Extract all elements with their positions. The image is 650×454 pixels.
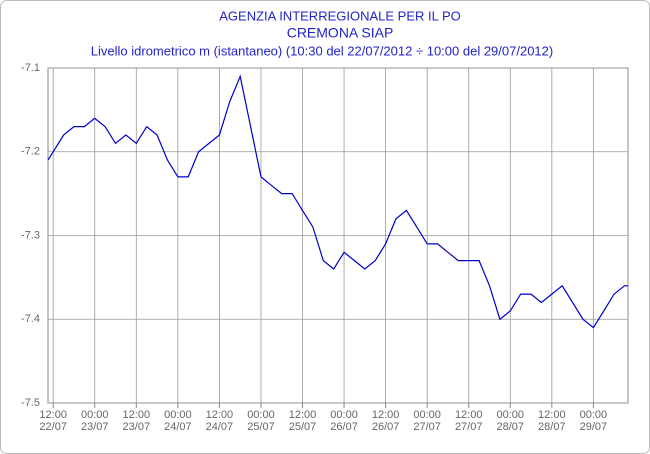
x-tick-label: 00:00 [164, 409, 192, 421]
y-tick-label: -7.1 [21, 62, 40, 74]
x-tick-label: 27/07 [455, 421, 483, 433]
y-tick-label: -7.3 [21, 229, 40, 241]
x-tick-label: 00:00 [330, 409, 358, 421]
x-tick-label: 00:00 [497, 409, 525, 421]
x-tick-label: 25/07 [247, 421, 275, 433]
x-tick-label: 23/07 [123, 421, 151, 433]
x-tick-label: 12:00 [39, 409, 67, 421]
x-tick-label: 23/07 [81, 421, 109, 433]
x-tick-label: 00:00 [81, 409, 109, 421]
x-tick-label: 27/07 [413, 421, 441, 433]
x-tick-label: 00:00 [413, 409, 441, 421]
x-tick-label: 12:00 [372, 409, 400, 421]
x-tick-label: 12:00 [455, 409, 483, 421]
y-tick-label: -7.4 [21, 313, 40, 325]
chart-header: AGENZIA INTERREGIONALE PER IL PO [219, 8, 461, 23]
x-tick-label: 28/07 [497, 421, 525, 433]
x-tick-label: 26/07 [372, 421, 400, 433]
x-tick-label: 26/07 [330, 421, 358, 433]
y-tick-label: -7.2 [21, 146, 40, 158]
chart-title: CREMONA SIAP [287, 25, 394, 41]
x-tick-label: 12:00 [206, 409, 234, 421]
x-tick-label: 00:00 [247, 409, 275, 421]
y-tick-label: -7.5 [21, 397, 40, 409]
x-tick-label: 25/07 [289, 421, 317, 433]
x-tick-label: 22/07 [39, 421, 67, 433]
x-tick-label: 12:00 [538, 409, 566, 421]
x-tick-label: 00:00 [580, 409, 608, 421]
x-tick-label: 24/07 [164, 421, 192, 433]
data-line [47, 74, 628, 329]
chart-subtitle: Livello idrometrico m (istantaneo) (10:3… [91, 43, 553, 58]
x-tick-label: 28/07 [538, 421, 566, 433]
x-tick-label: 24/07 [206, 421, 234, 433]
x-tick-label: 12:00 [123, 409, 151, 421]
x-tick-label: 12:00 [289, 409, 317, 421]
x-tick-label: 29/07 [580, 421, 608, 433]
